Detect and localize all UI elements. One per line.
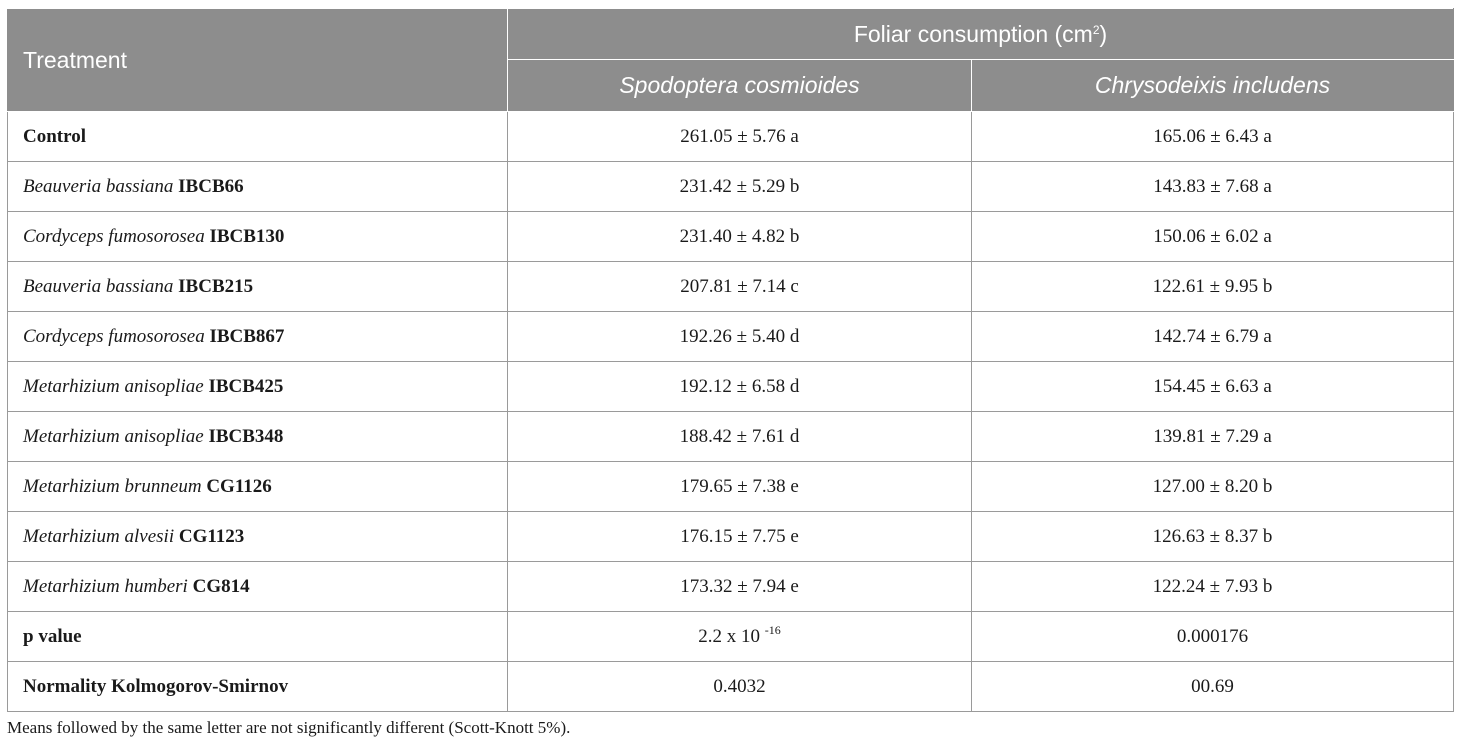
treatment-cell: Cordyceps fumosorosea IBCB130: [7, 211, 508, 262]
value-cell: 176.15 ± 7.75 e: [507, 511, 972, 562]
value-cell: 231.40 ± 4.82 b: [507, 211, 972, 262]
value-cell: 127.00 ± 8.20 b: [970, 461, 1455, 512]
treatment-cell: Beauveria bassiana IBCB66: [7, 161, 508, 212]
normality-cell: 00.69: [970, 661, 1455, 712]
treatment-cell: Metarhizium alvesii CG1123: [7, 511, 508, 562]
treatment-cell: Metarhizium brunneum CG1126: [7, 461, 508, 512]
value-cell: 192.26 ± 5.40 d: [507, 311, 972, 362]
normality-label: Normality Kolmogorov-Smirnov: [7, 661, 508, 712]
value-cell: 179.65 ± 7.38 e: [507, 461, 972, 512]
value-cell: 139.81 ± 7.29 a: [970, 411, 1455, 462]
table-row: Control 261.05 ± 5.76 a 165.06 ± 6.43 a: [7, 111, 1455, 162]
value-cell: 150.06 ± 6.02 a: [970, 211, 1455, 262]
table-row: Metarhizium anisopliae IBCB425 192.12 ± …: [7, 361, 1455, 412]
table-row: Metarhizium brunneum CG1126 179.65 ± 7.3…: [7, 461, 1455, 512]
table-row: Cordyceps fumosorosea IBCB867 192.26 ± 5…: [7, 311, 1455, 362]
value-cell: 122.24 ± 7.93 b: [970, 561, 1455, 612]
value-cell: 154.45 ± 6.63 a: [970, 361, 1455, 412]
table-row: Beauveria bassiana IBCB66 231.42 ± 5.29 …: [7, 161, 1455, 212]
treatment-cell: Metarhizium anisopliae IBCB348: [7, 411, 508, 462]
treatment-cell: Control: [7, 111, 508, 162]
p-value-row: p value 2.2 x 10 -16 0.000176: [7, 611, 1455, 662]
treatment-cell: Metarhizium humberi CG814: [7, 561, 508, 612]
table-row: Metarhizium alvesii CG1123 176.15 ± 7.75…: [7, 511, 1455, 562]
normality-row: Normality Kolmogorov-Smirnov 0.4032 00.6…: [7, 661, 1455, 712]
value-cell: 143.83 ± 7.68 a: [970, 161, 1455, 212]
foliar-consumption-header: Foliar consumption (cm2): [506, 8, 1455, 60]
p-value-cell: 2.2 x 10 -16: [507, 611, 972, 662]
normality-cell: 0.4032: [507, 661, 972, 712]
table-row: Beauveria bassiana IBCB215 207.81 ± 7.14…: [7, 261, 1455, 312]
value-cell: 231.42 ± 5.29 b: [507, 161, 972, 212]
table-row: Metarhizium humberi CG814 173.32 ± 7.94 …: [7, 561, 1455, 612]
value-cell: 207.81 ± 7.14 c: [507, 261, 972, 312]
value-cell: 188.42 ± 7.61 d: [507, 411, 972, 462]
treatment-cell: Metarhizium anisopliae IBCB425: [7, 361, 508, 412]
foliar-consumption-table: Treatment Foliar consumption (cm2) Spodo…: [7, 8, 1455, 712]
treatment-cell: Beauveria bassiana IBCB215: [7, 261, 508, 312]
value-cell: 122.61 ± 9.95 b: [970, 261, 1455, 312]
value-cell: 173.32 ± 7.94 e: [507, 561, 972, 612]
species-header-2: Chrysodeixis includens: [970, 59, 1455, 112]
treatment-header: Treatment: [7, 8, 508, 112]
value-cell: 261.05 ± 5.76 a: [507, 111, 972, 162]
value-cell: 142.74 ± 6.79 a: [970, 311, 1455, 362]
value-cell: 192.12 ± 6.58 d: [507, 361, 972, 412]
value-cell: 165.06 ± 6.43 a: [970, 111, 1455, 162]
value-cell: 126.63 ± 8.37 b: [970, 511, 1455, 562]
treatment-cell: Cordyceps fumosorosea IBCB867: [7, 311, 508, 362]
results-table-container: Treatment Foliar consumption (cm2) Spodo…: [7, 8, 1455, 712]
table-footnote: Means followed by the same letter are no…: [7, 718, 571, 737]
table-row: Metarhizium anisopliae IBCB348 188.42 ± …: [7, 411, 1455, 462]
species-header-1: Spodoptera cosmioides: [507, 59, 972, 112]
table-row: Cordyceps fumosorosea IBCB130 231.40 ± 4…: [7, 211, 1455, 262]
p-value-cell: 0.000176: [970, 611, 1455, 662]
p-value-label: p value: [7, 611, 508, 662]
